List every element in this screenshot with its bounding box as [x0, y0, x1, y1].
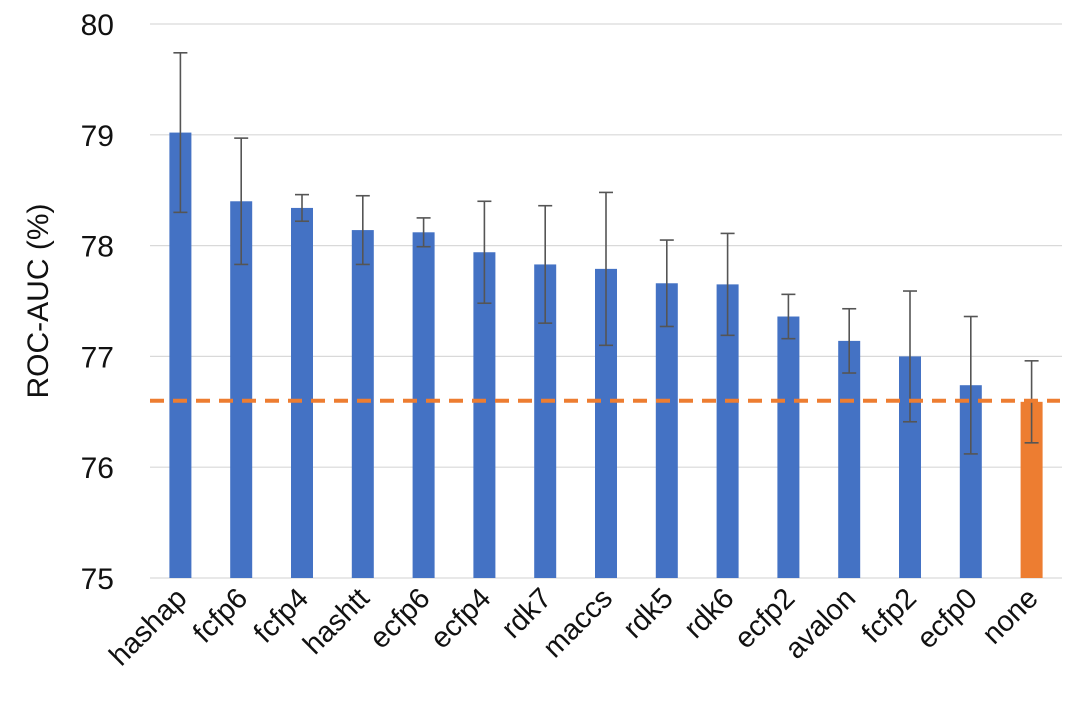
y-tick-label: 78: [81, 231, 114, 264]
bar-hashap: [169, 132, 192, 579]
x-tick-label: ecfp0: [911, 582, 984, 655]
error-bar-fcfp6: [234, 137, 249, 266]
x-tick-label: ecfp4: [425, 582, 498, 655]
error-bar-maccs: [599, 191, 613, 347]
error-bar-hashap: [173, 52, 188, 214]
bar-avalon: [838, 340, 861, 578]
x-tick-label: hashtt: [297, 582, 375, 660]
bar-fcfp4: [291, 207, 313, 579]
error-bar-rdk5: [659, 239, 674, 328]
y-tick-label: 75: [81, 563, 114, 596]
error-bar-rdk7: [538, 204, 553, 324]
bar-fcfp6: [230, 201, 253, 578]
bar-fcfp2: [899, 356, 921, 578]
x-tick-label: maccs: [537, 582, 619, 664]
bar-ecfp2: [777, 316, 800, 578]
error-bar-rdk6: [720, 232, 735, 337]
x-tick-label: ecfp6: [364, 582, 437, 655]
error-bar-hashtt: [355, 194, 370, 266]
bar-hashtt: [351, 230, 374, 578]
bars: [169, 132, 1043, 579]
bar-ecfp0: [959, 385, 982, 578]
bar-ecfp6: [412, 232, 435, 578]
x-tick-label: hashap: [103, 582, 193, 672]
error-bar-ecfp0: [963, 315, 978, 455]
y-tick-label: 80: [81, 9, 114, 42]
error-bar-ecfp2: [781, 293, 796, 340]
bar-rdk6: [716, 284, 739, 578]
error-bar-avalon: [842, 307, 857, 374]
y-axis-title: ROC-AUC (%): [22, 204, 55, 399]
y-tick-label: 76: [81, 452, 114, 485]
bar-none: [1020, 401, 1043, 578]
y-tick-label: 77: [81, 341, 114, 374]
error-bar-fcfp4: [295, 193, 309, 223]
y-tick-labels: 75 76 77 78 79 80: [81, 9, 114, 596]
error-bars: [173, 52, 1039, 455]
x-tick-label: fcfp2: [856, 582, 923, 649]
bar-rdk5: [655, 283, 678, 578]
x-category-labels: hashapfcfp6fcfp4hashttecfp6ecfp4rdk7macc…: [103, 582, 1044, 672]
bar-rdk7: [534, 264, 557, 578]
y-tick-label: 79: [81, 120, 114, 153]
bar-ecfp4: [473, 252, 496, 579]
bar-maccs: [595, 268, 617, 578]
error-bar-ecfp6: [416, 217, 431, 248]
x-tick-label: fcfp6: [187, 582, 254, 649]
x-tick-label: none: [976, 582, 1044, 650]
error-bar-ecfp4: [477, 200, 492, 305]
x-tick-label: avalon: [779, 582, 862, 665]
x-tick-label: rdk5: [617, 582, 680, 645]
